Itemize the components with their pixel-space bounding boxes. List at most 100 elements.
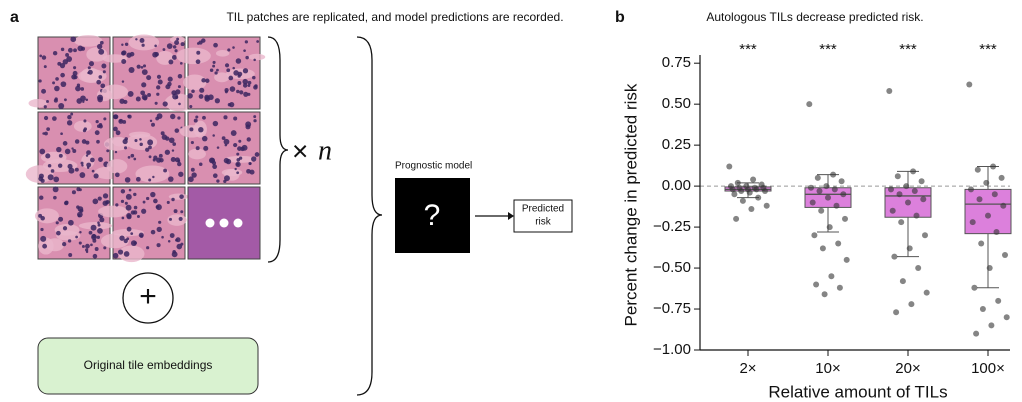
- point: [985, 213, 991, 219]
- nucleus: [201, 78, 205, 82]
- nucleus: [95, 247, 99, 251]
- tissue: [129, 34, 160, 50]
- y-tick-label: 0.00: [662, 177, 691, 194]
- nucleus: [252, 76, 256, 80]
- nucleus: [248, 81, 252, 85]
- nucleus: [85, 141, 89, 145]
- nucleus: [106, 149, 109, 152]
- nucleus: [85, 244, 90, 249]
- nucleus: [152, 176, 154, 178]
- y-tick-label: −1.00: [653, 341, 691, 358]
- nucleus: [97, 221, 100, 224]
- nucleus: [96, 80, 101, 85]
- nucleus: [124, 251, 130, 257]
- nucleus: [121, 200, 124, 203]
- nucleus: [168, 60, 173, 65]
- nucleus: [137, 65, 141, 69]
- nucleus: [98, 75, 102, 79]
- nucleus: [79, 241, 82, 244]
- point: [813, 281, 819, 287]
- nucleus: [253, 119, 256, 122]
- nucleus: [83, 129, 86, 132]
- point: [844, 257, 850, 263]
- nucleus: [216, 179, 219, 182]
- nucleus: [53, 196, 57, 200]
- nucleus: [194, 119, 198, 123]
- nucleus: [199, 162, 203, 166]
- nucleus: [178, 74, 183, 79]
- nucleus: [113, 253, 118, 258]
- nucleus: [140, 38, 145, 43]
- nucleus: [171, 198, 174, 201]
- point: [840, 191, 846, 197]
- y-tick-label: 0.75: [662, 54, 691, 71]
- nucleus: [232, 46, 235, 49]
- nucleus: [121, 189, 125, 193]
- nucleus: [126, 205, 132, 211]
- x-axis-label: Relative amount of TILs: [768, 382, 947, 401]
- nucleus: [236, 158, 240, 162]
- ellipsis-dot: [206, 219, 215, 228]
- point: [999, 175, 1005, 181]
- nucleus: [133, 158, 136, 161]
- nucleus: [53, 176, 59, 182]
- nucleus: [89, 61, 94, 66]
- nucleus: [95, 130, 100, 135]
- nucleus: [77, 46, 83, 52]
- nucleus: [51, 169, 55, 173]
- nucleus: [137, 215, 140, 218]
- y-tick-label: 0.25: [662, 136, 691, 153]
- nucleus: [178, 85, 181, 88]
- nucleus: [169, 137, 175, 143]
- nucleus: [196, 51, 200, 55]
- nucleus: [61, 81, 67, 87]
- nucleus: [60, 132, 63, 135]
- nucleus: [205, 79, 209, 83]
- point: [987, 265, 993, 271]
- nucleus: [113, 127, 118, 132]
- nucleus: [119, 120, 122, 123]
- point: [900, 278, 906, 284]
- point: [762, 188, 768, 194]
- point: [990, 163, 996, 169]
- nucleus: [68, 239, 71, 242]
- nucleus: [39, 195, 43, 199]
- point: [895, 173, 901, 179]
- point: [738, 188, 744, 194]
- nucleus: [103, 246, 106, 249]
- point: [919, 178, 925, 184]
- nucleus: [125, 202, 128, 205]
- nucleus: [213, 43, 218, 48]
- nucleus: [65, 201, 69, 205]
- point: [733, 216, 739, 222]
- nucleus: [172, 251, 178, 257]
- y-tick-label: −0.75: [653, 300, 691, 317]
- nucleus: [158, 80, 163, 85]
- nucleus: [223, 115, 227, 119]
- nucleus: [198, 127, 203, 132]
- point: [905, 200, 911, 206]
- nucleus: [145, 148, 149, 152]
- nucleus: [73, 75, 77, 79]
- plus: +: [139, 280, 157, 313]
- tissue: [216, 50, 229, 57]
- nucleus: [168, 240, 171, 243]
- nucleus: [147, 139, 153, 145]
- nucleus: [245, 40, 248, 43]
- tissue: [248, 54, 265, 60]
- panel-label: a: [10, 9, 19, 26]
- nucleus: [169, 218, 172, 221]
- multiplier: ×: [292, 135, 308, 166]
- nucleus: [243, 49, 246, 52]
- nucleus: [158, 221, 161, 224]
- nucleus: [94, 173, 99, 178]
- ellipsis-dot: [234, 219, 243, 228]
- nucleus: [59, 154, 63, 158]
- nucleus: [243, 83, 247, 87]
- nucleus: [44, 116, 48, 120]
- nucleus: [247, 137, 251, 141]
- nucleus: [45, 153, 50, 158]
- nucleus: [97, 44, 102, 49]
- nucleus: [155, 102, 158, 105]
- point: [912, 188, 918, 194]
